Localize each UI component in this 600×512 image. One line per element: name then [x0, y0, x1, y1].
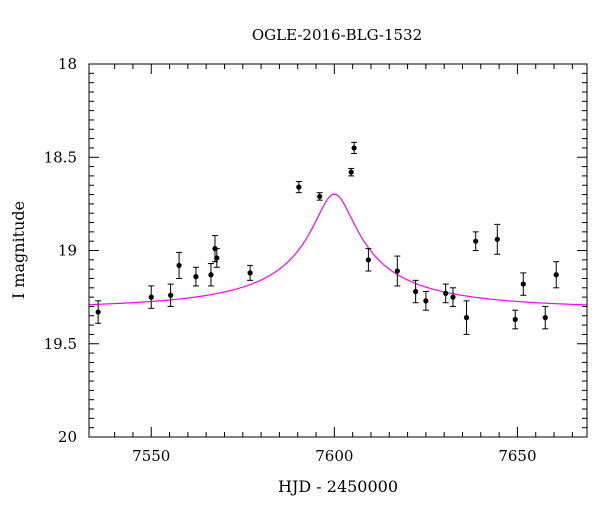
data-marker [247, 270, 253, 276]
data-marker [494, 236, 500, 242]
data-point [542, 305, 549, 330]
data-marker [553, 272, 559, 278]
data-marker [542, 315, 548, 321]
data-marker [317, 193, 323, 200]
data-marker [214, 255, 220, 261]
data-point [213, 248, 220, 268]
data-point [394, 255, 401, 287]
data-point [512, 309, 519, 330]
data-point [412, 279, 419, 304]
data-point [207, 263, 214, 287]
data-marker [148, 294, 154, 300]
data-marker [512, 316, 518, 323]
data-marker [473, 238, 479, 244]
data-marker [443, 290, 449, 296]
data-point [472, 231, 479, 251]
data-marker [520, 281, 526, 287]
tick-labels: 7550 7600 7650 18 18.5 19 19.5 20 [44, 55, 537, 465]
data-point [348, 167, 355, 177]
x-tick-label: 7600 [315, 447, 353, 465]
data-point [422, 291, 429, 311]
data-marker [394, 268, 400, 274]
chart-title: OGLE-2016-BLG-1532 [252, 26, 422, 44]
data-point [176, 251, 183, 279]
data-marker [463, 315, 470, 321]
data-point [520, 272, 527, 296]
data-marker [168, 292, 174, 298]
model-curve-layer [88, 193, 588, 306]
x-tick-label: 7650 [498, 447, 536, 465]
data-point [95, 300, 102, 324]
model-curve [88, 193, 588, 306]
data-point [316, 192, 323, 201]
data-point [295, 180, 302, 194]
data-marker [450, 294, 456, 300]
data-point [463, 300, 470, 335]
data-marker [348, 169, 354, 175]
data-marker [193, 274, 199, 280]
data-marker [351, 145, 357, 151]
data-point [494, 223, 501, 255]
data-marker [95, 309, 101, 315]
y-tick-label: 20 [58, 428, 77, 446]
data-marker [176, 262, 182, 269]
y-tick-label: 19.5 [44, 335, 77, 353]
data-marker [208, 272, 214, 278]
data-point [247, 264, 254, 281]
data-point [365, 248, 372, 272]
y-tick-label: 18 [58, 55, 77, 73]
plot-frame [88, 63, 588, 438]
data-points-layer [95, 141, 560, 335]
data-point [192, 266, 199, 287]
data-marker [365, 257, 371, 263]
y-tick-label: 19 [58, 242, 77, 260]
data-point [553, 261, 560, 289]
y-axis-label: I magnitude [9, 201, 28, 299]
data-point [167, 283, 174, 307]
y-tick-label: 18.5 [44, 148, 77, 166]
data-point [351, 141, 358, 155]
data-point [449, 287, 456, 307]
data-point [148, 285, 155, 309]
x-axis-label: HJD - 2450000 [278, 477, 398, 496]
data-point [442, 283, 449, 304]
data-marker [423, 298, 429, 304]
x-tick-label: 7550 [132, 447, 170, 465]
data-marker [413, 288, 419, 295]
data-marker [296, 184, 302, 190]
axis-ticks [89, 63, 587, 438]
